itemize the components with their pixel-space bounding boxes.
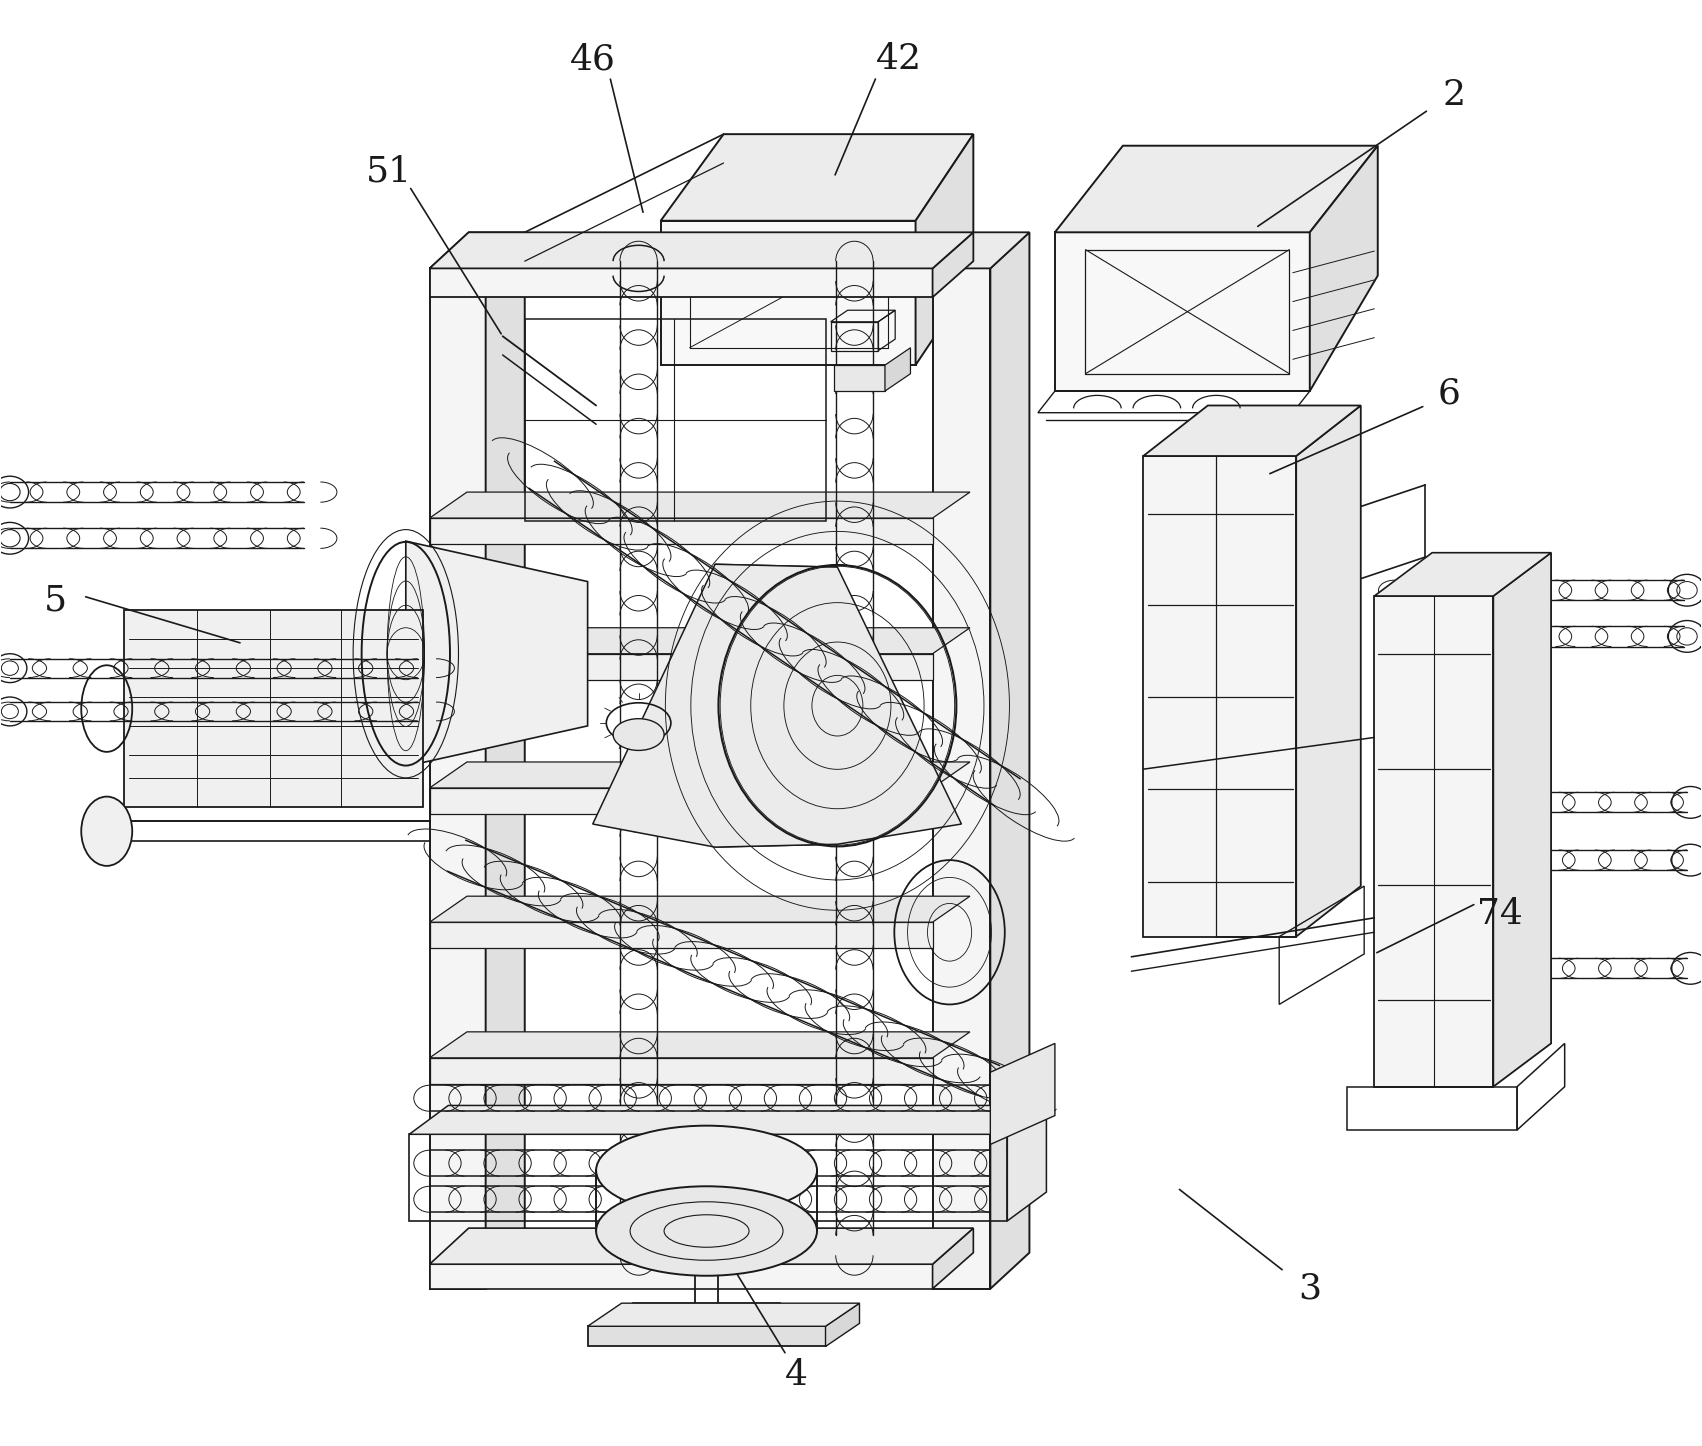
- Polygon shape: [1374, 552, 1551, 596]
- Ellipse shape: [596, 1125, 817, 1215]
- Text: 42: 42: [875, 42, 921, 77]
- Polygon shape: [429, 269, 485, 1288]
- Text: 51: 51: [366, 155, 412, 188]
- Polygon shape: [885, 347, 911, 390]
- Polygon shape: [1297, 405, 1362, 937]
- Polygon shape: [715, 564, 837, 847]
- Polygon shape: [916, 134, 974, 364]
- Polygon shape: [587, 1326, 825, 1346]
- Ellipse shape: [613, 719, 664, 750]
- Polygon shape: [1374, 596, 1493, 1087]
- Text: 3: 3: [1299, 1271, 1321, 1306]
- Text: 6: 6: [1438, 377, 1460, 411]
- Polygon shape: [124, 610, 422, 807]
- Ellipse shape: [596, 1186, 817, 1275]
- Polygon shape: [408, 1105, 1047, 1134]
- Text: 4: 4: [785, 1358, 808, 1392]
- Polygon shape: [429, 923, 933, 949]
- Polygon shape: [429, 1264, 933, 1288]
- Polygon shape: [429, 233, 524, 269]
- Polygon shape: [933, 233, 1030, 269]
- Polygon shape: [991, 1044, 1055, 1144]
- Polygon shape: [429, 492, 970, 518]
- Polygon shape: [991, 233, 1030, 1288]
- Polygon shape: [660, 134, 974, 221]
- Text: 74: 74: [1477, 897, 1523, 931]
- Polygon shape: [429, 762, 970, 788]
- Polygon shape: [429, 654, 933, 680]
- Polygon shape: [1055, 146, 1377, 233]
- Polygon shape: [429, 1058, 933, 1084]
- Text: 2: 2: [1443, 78, 1465, 113]
- Polygon shape: [429, 788, 933, 814]
- Text: 5: 5: [44, 583, 68, 617]
- Ellipse shape: [82, 797, 133, 866]
- Polygon shape: [592, 564, 962, 847]
- Polygon shape: [933, 1228, 974, 1288]
- Polygon shape: [405, 541, 587, 766]
- Polygon shape: [825, 1303, 860, 1346]
- Polygon shape: [633, 1303, 780, 1326]
- Polygon shape: [1493, 552, 1551, 1087]
- Polygon shape: [1144, 405, 1362, 455]
- Polygon shape: [587, 1303, 860, 1326]
- Polygon shape: [834, 364, 885, 390]
- Polygon shape: [660, 221, 916, 364]
- Polygon shape: [429, 518, 933, 544]
- Polygon shape: [1008, 1105, 1047, 1220]
- Polygon shape: [429, 1032, 970, 1058]
- Polygon shape: [429, 269, 933, 298]
- Polygon shape: [429, 628, 970, 654]
- Polygon shape: [1055, 233, 1311, 390]
- Polygon shape: [429, 1252, 524, 1288]
- Polygon shape: [1144, 455, 1297, 937]
- Polygon shape: [485, 233, 524, 1288]
- Polygon shape: [429, 233, 974, 269]
- Polygon shape: [933, 269, 991, 1288]
- Polygon shape: [1311, 146, 1377, 390]
- Polygon shape: [429, 1228, 974, 1264]
- Polygon shape: [429, 897, 970, 923]
- Polygon shape: [933, 233, 974, 298]
- Text: 46: 46: [570, 42, 616, 77]
